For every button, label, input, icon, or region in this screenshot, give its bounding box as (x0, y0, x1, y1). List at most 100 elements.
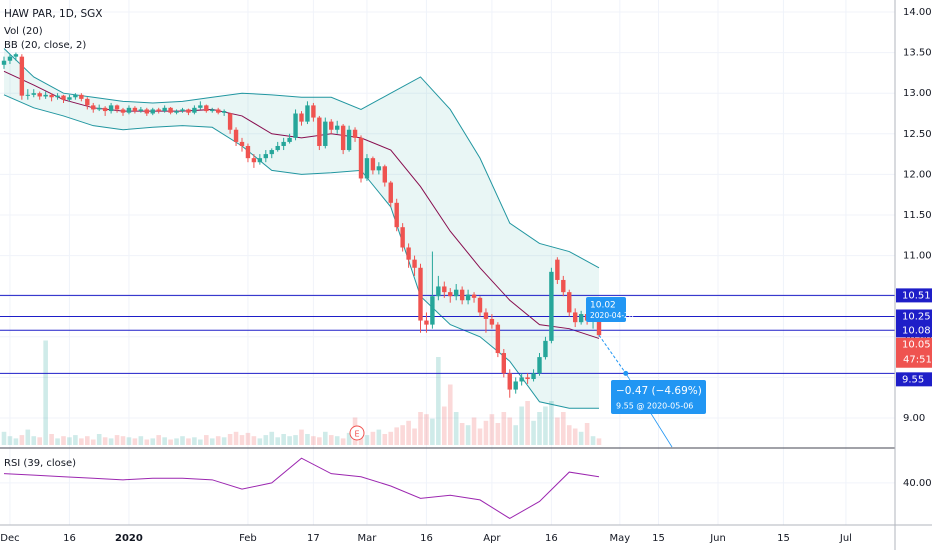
candle-body (525, 377, 530, 380)
volume-bar (7, 436, 13, 445)
candle-body (442, 286, 447, 293)
volume-bar (388, 431, 394, 445)
x-tick-label: Feb (239, 533, 257, 544)
volume-bar (323, 431, 328, 445)
candle-body (448, 292, 453, 297)
candle-body (162, 107, 167, 112)
candle-body (358, 137, 364, 179)
level-label-box (896, 309, 932, 324)
candle-body (418, 267, 423, 321)
candle-body (465, 294, 471, 301)
volume-bar (31, 436, 37, 445)
volume-bar (132, 438, 138, 445)
candle-body (73, 94, 78, 98)
candle-body (55, 95, 60, 98)
volume-bar (340, 438, 346, 445)
earnings-circle (349, 425, 365, 441)
candle-body (436, 286, 441, 297)
volume-bar (549, 401, 554, 445)
candle-body (299, 113, 304, 122)
labels: 9.009.5010.0010.5011.0011.5012.0012.5013… (0, 7, 932, 544)
candle-body (132, 107, 138, 112)
candle-body (239, 141, 245, 146)
volume-bar (305, 434, 310, 445)
candle-body (352, 129, 358, 138)
candle-body (150, 109, 155, 114)
level-label-box (896, 323, 932, 338)
candle-body (227, 113, 233, 130)
candle-body (144, 109, 149, 114)
volume-bar (114, 435, 120, 445)
candle-body (543, 340, 548, 358)
volume-bar (328, 435, 334, 445)
candle-body (49, 94, 54, 98)
rsi-line (3, 457, 600, 520)
candle-body (454, 289, 459, 297)
candle-body (204, 105, 209, 112)
volume-bar (555, 417, 560, 445)
volume-bar (25, 429, 31, 445)
volume-bar (227, 434, 233, 445)
candle-body (245, 145, 251, 159)
candle-body (43, 94, 48, 97)
volume-bar (144, 439, 150, 445)
y-tick-label: 13.00 (903, 88, 932, 99)
volume-bar (430, 418, 435, 445)
y-tick-label: 12.50 (903, 129, 932, 140)
candle-body (102, 107, 108, 112)
candle-body (25, 94, 30, 96)
projection-target: 9.55 @ 2020-05-06 (616, 402, 693, 411)
volume-bar (120, 436, 126, 445)
candle-body (459, 289, 465, 301)
candle-body (269, 150, 274, 155)
candle-body (263, 154, 268, 159)
volume-label: Vol (20) (4, 26, 43, 37)
candle-body (168, 107, 173, 113)
y-tick-label: 11.50 (903, 210, 932, 221)
level-label-box (896, 372, 932, 387)
x-tick-label: 17 (307, 533, 320, 544)
candle-body (507, 373, 512, 390)
volume-bar (293, 435, 298, 445)
volume-bar (406, 420, 411, 445)
projection-start-date: 2020-04-28 (590, 311, 634, 320)
volume-bar (275, 437, 280, 445)
volume-bar (566, 425, 572, 445)
volume-bar (543, 406, 548, 445)
candle-body (388, 182, 393, 203)
candle-body (501, 353, 506, 374)
level-label: 10.25 (902, 312, 931, 323)
volume-bar (221, 437, 227, 445)
volume-bar (418, 412, 423, 445)
volume-bar (209, 438, 215, 445)
grid (0, 0, 895, 525)
candle-body (114, 105, 120, 110)
candle-body (7, 56, 13, 61)
candle-body (287, 137, 292, 142)
volume-bar (561, 412, 566, 445)
volume-bar (394, 427, 399, 445)
volume-bar (55, 438, 60, 445)
projection-start-box (586, 297, 626, 322)
volume-bar (239, 435, 245, 445)
volume-bar (174, 438, 179, 445)
volume-bar (192, 437, 197, 445)
candle-body (519, 377, 524, 382)
volume-bar (96, 434, 102, 445)
volume-bar (424, 414, 429, 445)
level-label-box (896, 288, 932, 303)
volume-bar (138, 436, 144, 445)
candle-body (156, 109, 161, 112)
candle-body (573, 312, 578, 323)
volume-bar (269, 431, 275, 445)
volume-bar (180, 436, 185, 445)
volume-bar (436, 357, 441, 445)
candle-body (382, 166, 387, 183)
volume-bar (156, 435, 161, 445)
level-label: 9.55 (902, 374, 924, 385)
volume-bar (364, 435, 370, 445)
volume-bar (370, 431, 376, 445)
candle-body (477, 297, 483, 313)
volume-bar (447, 384, 453, 445)
candle-body (513, 381, 518, 390)
